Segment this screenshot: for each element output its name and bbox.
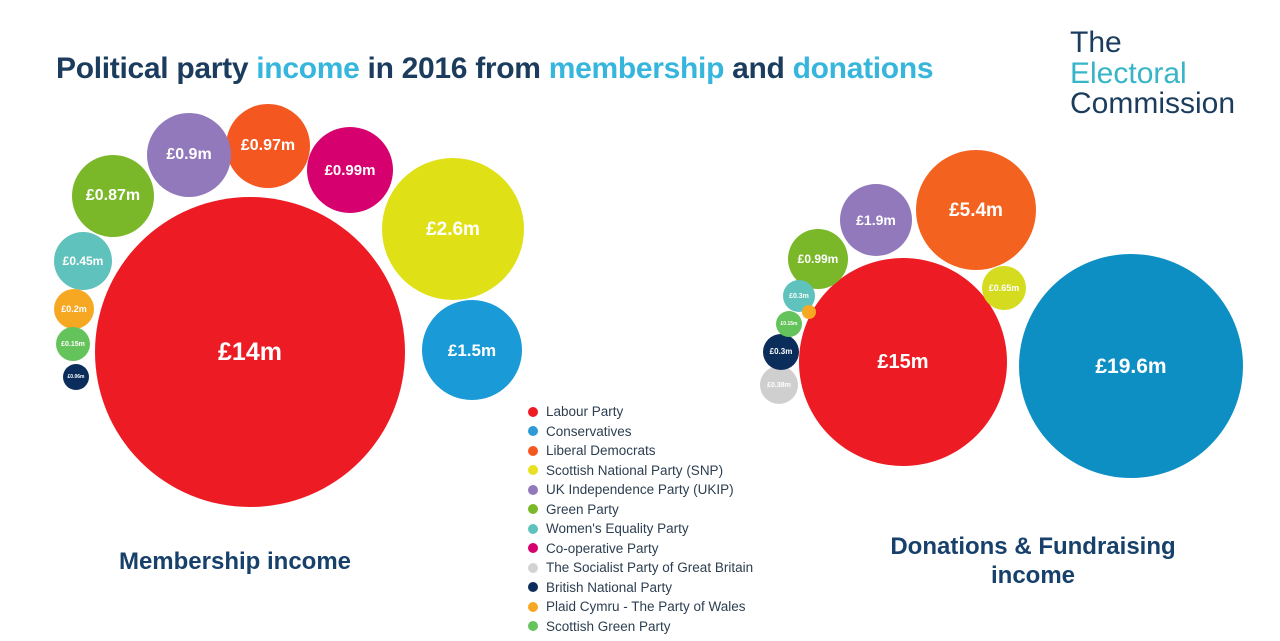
legend-item-label: Scottish National Party (SNP) [546, 462, 724, 478]
logo-line-electoral: Electoral [1070, 56, 1187, 90]
electoral-commission-logo: The Electoral Commission [1070, 26, 1236, 121]
title-segment-membership: membership [548, 52, 725, 85]
bubble-scottish-national-party-snp[interactable]: £0.65m [982, 266, 1026, 310]
title-segment-3: in 2016 from [359, 52, 549, 85]
bubble-uk-independence-party-ukip[interactable]: £1.9m [840, 184, 912, 256]
legend-item-label: Labour Party [546, 404, 624, 420]
legend-color-swatch-icon [528, 543, 538, 554]
caption-membership-income: Membership income [118, 548, 352, 575]
bubble-women-s-equality-party[interactable]: £0.45m [54, 232, 112, 290]
legend-item-green-party[interactable]: Green Party [528, 500, 753, 520]
legend-color-swatch-icon [528, 562, 538, 573]
bubble-plaid-cymru-the-party-of-wales[interactable] [802, 305, 816, 319]
bubble-conservatives[interactable]: £19.6m [1019, 254, 1243, 478]
title-segment-donations: donations [792, 52, 934, 85]
bubble-plaid-cymru-the-party-of-wales[interactable]: £0.2m [54, 289, 94, 329]
legend-item-liberal-democrats[interactable]: Liberal Democrats [528, 441, 753, 461]
bubble-scottish-green-party[interactable]: £0.15m [776, 311, 802, 337]
legend-item-label: Scottish Green Party [546, 618, 671, 634]
legend-item-label: Liberal Democrats [546, 443, 656, 459]
legend-color-swatch-icon [528, 504, 538, 515]
legend-color-swatch-icon [528, 445, 538, 456]
bubble-value-label: £19.6m [1095, 354, 1167, 378]
bubble-value-label: £0.15m [780, 320, 798, 327]
legend-item-label: The Socialist Party of Great Britain [546, 560, 754, 576]
bubble-value-label: £14m [218, 337, 282, 366]
legend-color-swatch-icon [528, 465, 538, 476]
title-segment-1: Political party [56, 52, 257, 85]
legend-item-scottish-green-party[interactable]: Scottish Green Party [528, 617, 753, 637]
bubble-value-label: £0.99m [324, 161, 376, 179]
legend-item-label: Co-operative Party [546, 540, 659, 556]
bubble-value-label: £0.65m [988, 282, 1020, 293]
bubble-value-label: £0.38m [767, 381, 791, 389]
bubble-green-party[interactable]: £0.87m [72, 155, 154, 237]
title-segment-5: and [724, 52, 793, 85]
bubble-value-label: £0.45m [62, 254, 104, 268]
bubble-value-label: £5.4m [949, 199, 1003, 221]
bubble-value-label: £0.3m [769, 347, 793, 356]
bubble-value-label: £0.99m [797, 252, 839, 266]
legend-color-swatch-icon [528, 621, 538, 632]
legend-color-swatch-icon [528, 484, 538, 495]
legend-item-labour-party[interactable]: Labour Party [528, 402, 753, 422]
legend-item-plaid-cymru-the-party-of-wales[interactable]: Plaid Cymru - The Party of Wales [528, 597, 753, 617]
bubble-value-label: £1.5m [447, 340, 497, 360]
bubble-value-label: £1.9m [856, 212, 896, 228]
bubble-value-label: £0.15m [61, 340, 85, 348]
bubble-the-socialist-party-of-great-britain[interactable]: £0.38m [760, 366, 798, 404]
bubble-value-label: £0.87m [85, 187, 141, 204]
legend-item-label: Women's Equality Party [546, 521, 689, 537]
legend-item-label: UK Independence Party (UKIP) [546, 482, 734, 498]
bubble-value-label: £0.97m [240, 137, 296, 154]
page-title: Political party income in 2016 from memb… [56, 52, 934, 86]
bubble-value-label: £0.9m [166, 146, 212, 163]
legend-item-label: Plaid Cymru - The Party of Wales [546, 599, 746, 615]
bubble-co-operative-party[interactable]: £0.99m [307, 127, 393, 213]
legend-item-label: Conservatives [546, 423, 632, 439]
legend-item-british-national-party[interactable]: British National Party [528, 578, 753, 598]
chart-legend: Labour Party Conservatives Liberal Democra… [528, 402, 753, 636]
legend-item-conservatives[interactable]: Conservatives [528, 422, 753, 442]
legend-item-scottish-national-party-snp[interactable]: Scottish National Party (SNP) [528, 461, 753, 481]
legend-color-swatch-icon [528, 426, 538, 437]
legend-item-uk-independence-party-ukip[interactable]: UK Independence Party (UKIP) [528, 480, 753, 500]
legend-item-co-operative-party[interactable]: Co-operative Party [528, 539, 753, 559]
bubble-value-label: £15m [877, 351, 929, 373]
bubble-liberal-democrats[interactable]: £0.97m [226, 104, 310, 188]
bubble-scottish-green-party[interactable]: £0.15m [56, 327, 90, 361]
legend-color-swatch-icon [528, 582, 538, 593]
bubble-value-label: £2.6m [426, 218, 480, 240]
logo-line-commission: Commission [1070, 87, 1236, 121]
bubble-scottish-national-party-snp[interactable]: £2.6m [382, 158, 524, 300]
legend-item-label: British National Party [546, 579, 673, 595]
legend-item-women-s-equality-party[interactable]: Women's Equality Party [528, 519, 753, 539]
legend-color-swatch-icon [528, 601, 538, 612]
legend-item-label: Green Party [546, 501, 619, 517]
bubble-labour-party[interactable]: £14m [95, 197, 405, 507]
caption-donations-income: Donations & Fundraising income [890, 533, 1176, 589]
bubble-labour-party[interactable]: £15m [799, 258, 1007, 466]
bubble-conservatives[interactable]: £1.5m [422, 300, 522, 400]
logo-line-the: The [1070, 26, 1122, 59]
bubble-british-national-party[interactable]: £0.3m [763, 334, 799, 370]
legend-color-swatch-icon [528, 523, 538, 534]
bubble-value-label: £0.2m [61, 303, 87, 314]
bubble-british-national-party[interactable]: £0.06m [63, 364, 89, 390]
bubble-value-label: £0.06m [67, 373, 85, 380]
title-segment-income: income [256, 52, 360, 85]
bubble-value-label: £0.3m [789, 292, 809, 300]
legend-color-swatch-icon [528, 406, 538, 417]
bubble-liberal-democrats[interactable]: £5.4m [916, 150, 1036, 270]
legend-item-the-socialist-party-of-great-britain[interactable]: The Socialist Party of Great Britain [528, 558, 753, 578]
bubble-uk-independence-party-ukip[interactable]: £0.9m [147, 113, 231, 197]
